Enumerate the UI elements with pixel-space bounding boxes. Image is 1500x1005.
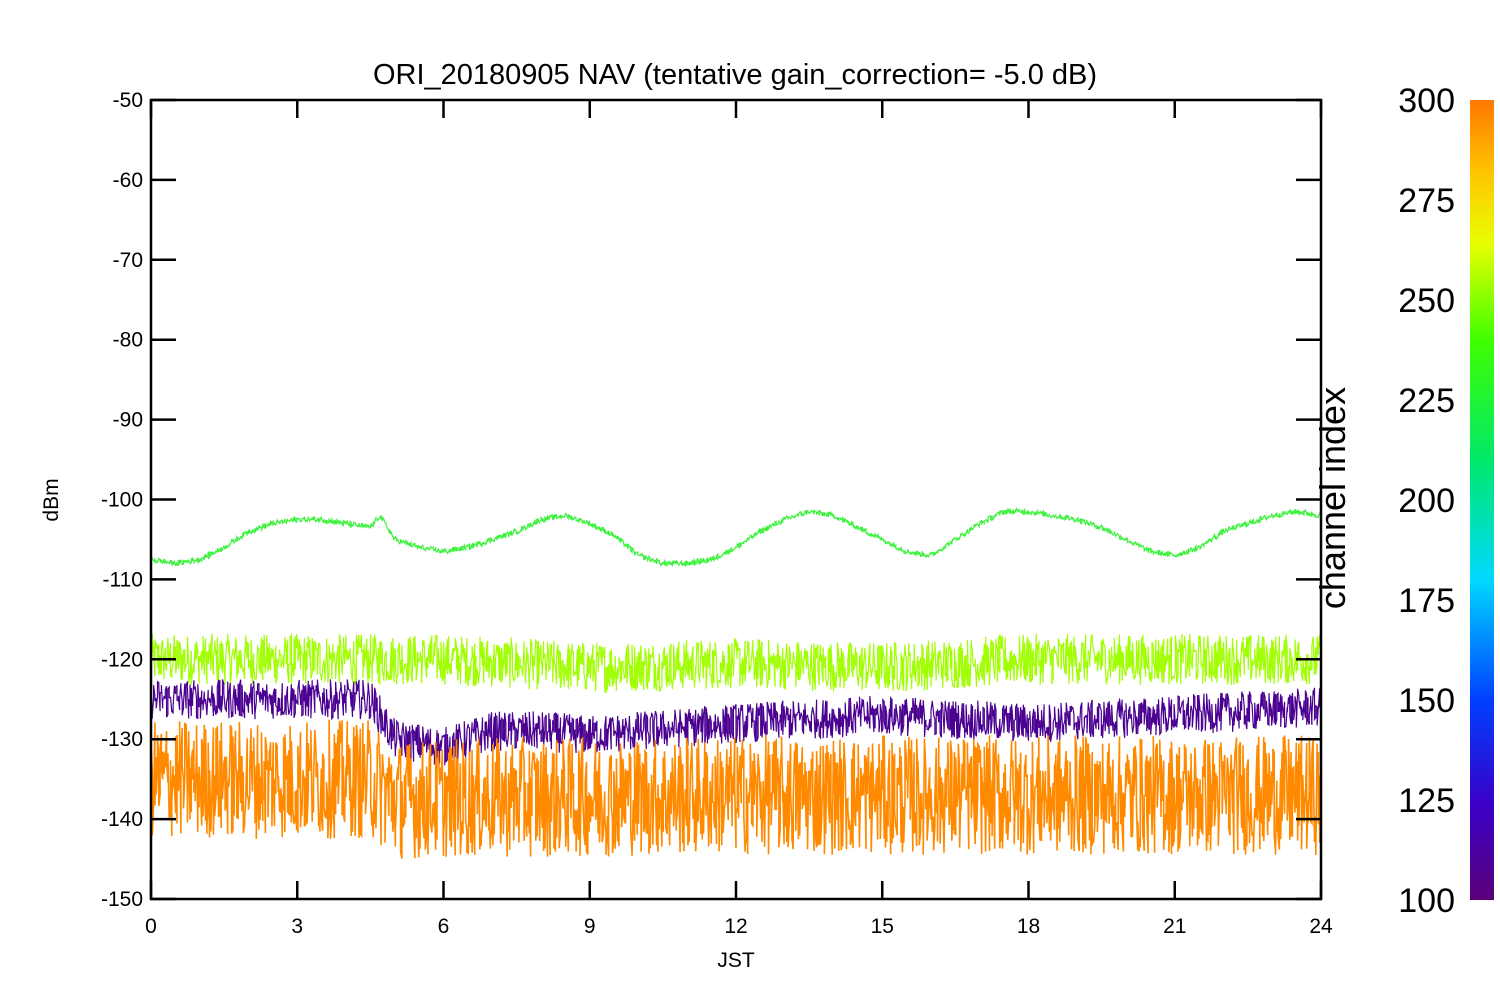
series-line bbox=[151, 679, 1321, 766]
y-tick-label: -100 bbox=[101, 489, 143, 512]
colorbar-tick-label: 100 bbox=[1398, 882, 1455, 920]
colorbar-tick-label: 200 bbox=[1398, 482, 1455, 520]
colorbar-label: channel index bbox=[1312, 387, 1353, 609]
y-tick-label: -50 bbox=[113, 89, 143, 112]
series-channel-290 bbox=[151, 719, 1321, 859]
series-channel-245 bbox=[151, 507, 1321, 568]
chart-title: ORI_20180905 NAV (tentative gain_correct… bbox=[373, 59, 1097, 91]
x-tick-label: 18 bbox=[1017, 915, 1040, 938]
x-tick-label: 24 bbox=[1309, 915, 1333, 938]
axes: 0 3 6 9 12 15 18 21 24 -50 -60 -70 -80 -90 -100 -110 -12… bbox=[101, 89, 1333, 938]
series-channel-110 bbox=[151, 679, 1321, 766]
y-tick-label: -150 bbox=[101, 888, 143, 911]
y-tick-label: -90 bbox=[113, 409, 143, 432]
series-channel-260 bbox=[151, 633, 1321, 694]
colorbar bbox=[1470, 100, 1494, 900]
colorbar-tick-label: 250 bbox=[1398, 282, 1455, 320]
x-axis-label: JST bbox=[717, 949, 755, 972]
x-tick-label: 0 bbox=[145, 915, 157, 938]
colorbar-ticks: 300 275 250 225 200 175 150 125 100 bbox=[1398, 82, 1455, 920]
x-tick-label: 15 bbox=[871, 915, 894, 938]
y-tick-label: -110 bbox=[103, 568, 143, 591]
x-tick-label: 6 bbox=[438, 915, 450, 938]
x-tick-label: 9 bbox=[584, 915, 596, 938]
y-tick-label: -60 bbox=[113, 169, 143, 192]
x-tick-label: 3 bbox=[291, 915, 303, 938]
x-tick-label: 12 bbox=[724, 915, 747, 938]
y-tick-label: -120 bbox=[101, 648, 143, 671]
y-tick-label: -70 bbox=[113, 249, 143, 272]
colorbar-tick-label: 225 bbox=[1398, 382, 1455, 420]
series-line bbox=[151, 719, 1321, 859]
series-line bbox=[151, 507, 1321, 568]
y-axis-label: dBm bbox=[40, 478, 63, 521]
y-tick-label: -80 bbox=[113, 329, 143, 352]
plot-data bbox=[151, 507, 1321, 859]
y-tick-label: -140 bbox=[101, 808, 143, 831]
y-tick-label: -130 bbox=[101, 728, 143, 751]
colorbar-tick-label: 300 bbox=[1398, 82, 1455, 120]
colorbar-tick-label: 125 bbox=[1398, 782, 1455, 820]
x-tick-label: 21 bbox=[1163, 915, 1186, 938]
series-line bbox=[151, 633, 1321, 694]
colorbar-tick-label: 150 bbox=[1398, 682, 1455, 720]
colorbar-tick-label: 275 bbox=[1398, 182, 1455, 220]
colorbar-tick-label: 175 bbox=[1398, 582, 1455, 620]
